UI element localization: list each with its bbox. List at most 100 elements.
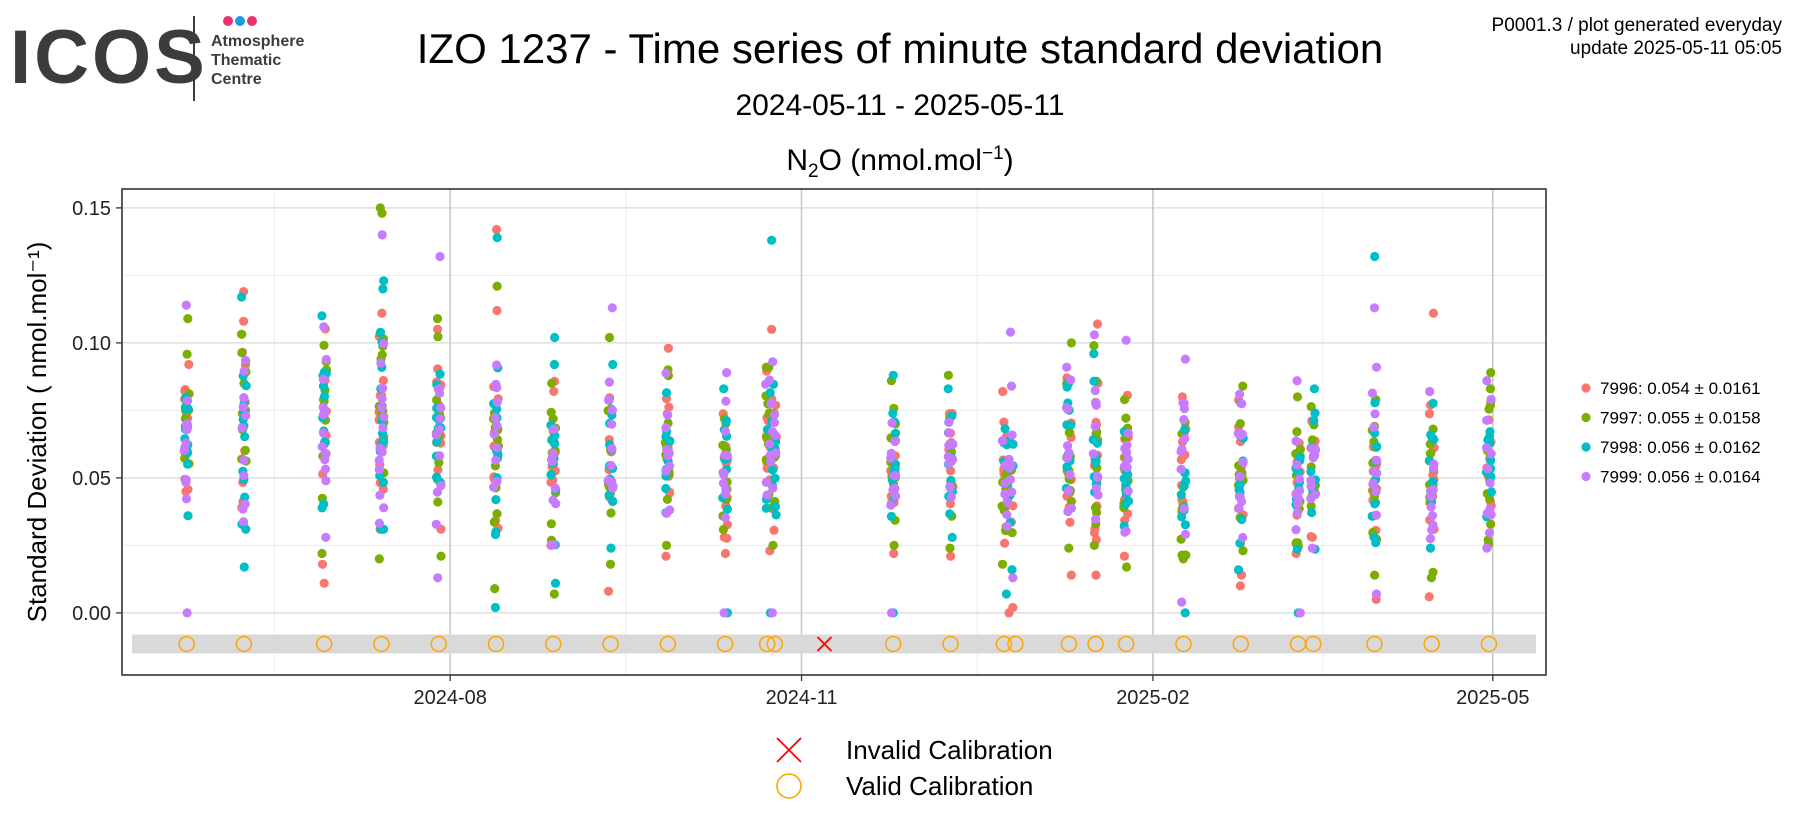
data-point-7999 [607, 405, 618, 415]
data-point-7996 [319, 578, 329, 588]
valid-calibration-marker [1007, 635, 1024, 653]
legend-valid-circle-icon [776, 773, 802, 799]
data-point-7999 [1088, 449, 1098, 459]
data-point-7997 [1306, 501, 1316, 511]
logo-subtitle-line: Centre [211, 71, 262, 88]
data-point-7999 [890, 483, 900, 493]
logo-subtitle-line: Thematic [211, 52, 282, 69]
data-point-7999 [321, 476, 331, 486]
valid-calibration-marker [487, 635, 505, 653]
valid-calibration-marker [1175, 635, 1192, 653]
y-tick-label: 0.05 [72, 468, 111, 490]
data-point-7996 [663, 343, 674, 353]
data-point-7999 [762, 490, 772, 500]
logo-dot [223, 16, 233, 26]
data-point-7996 [719, 532, 729, 542]
data-point-7998 [492, 404, 502, 414]
data-point-7999 [720, 512, 731, 523]
data-point-7997 [889, 540, 899, 551]
y-axis: 0.00 0.05 0.10 0.15 [72, 198, 122, 625]
data-point-7999 [764, 439, 775, 449]
data-point-7999 [661, 466, 671, 476]
data-point-7999 [1066, 375, 1076, 385]
data-point-7998 [890, 428, 901, 438]
data-point-7999 [436, 403, 446, 413]
data-point-7999 [239, 393, 249, 403]
data-point-7997 [1064, 427, 1074, 438]
data-point-7999 [1006, 381, 1017, 391]
data-point-7999 [1000, 478, 1010, 488]
plot-info: P0001.3 / plot generated everyday update… [1492, 14, 1782, 60]
data-point-7998 [1180, 520, 1190, 530]
data-point-7997 [761, 362, 771, 372]
data-point-7999 [1484, 528, 1495, 538]
data-point-7999 [318, 428, 328, 438]
chart-date-range: 2024-05-11 - 2025-05-11 [735, 89, 1065, 122]
data-point-7998 [378, 284, 388, 294]
data-point-7998 [1370, 251, 1380, 262]
species-superscript: −1 [981, 143, 1004, 164]
data-point-7999 [238, 517, 249, 527]
data-point-7998 [241, 381, 251, 391]
data-point-7999 [1291, 525, 1301, 535]
data-point-7999 [1425, 386, 1435, 397]
data-point-7999 [377, 394, 387, 404]
data-point-7999 [1235, 471, 1245, 481]
data-point-7998 [550, 438, 560, 448]
data-point-7996 [889, 548, 899, 559]
data-point-7999 [607, 444, 617, 454]
calibration-band [132, 634, 1536, 654]
data-point-7999 [547, 455, 557, 465]
data-point-7999 [1123, 454, 1133, 464]
legend-label-7999: 7999: 0.056 ± 0.0164 [1600, 468, 1761, 487]
data-point-7999 [720, 450, 730, 460]
data-point-7999 [318, 374, 328, 384]
data-point-7996 [184, 359, 194, 370]
data-point-7997 [1007, 528, 1017, 538]
data-point-7998 [546, 470, 556, 480]
data-point-7998 [1309, 384, 1319, 394]
valid-calibration-marker [1060, 635, 1078, 653]
data-point-7999 [1481, 443, 1492, 453]
data-point-7998 [765, 388, 775, 398]
data-point-7998 [237, 292, 247, 302]
data-point-7999 [769, 418, 780, 428]
data-point-7998 [662, 388, 672, 398]
data-point-7996 [317, 559, 328, 569]
data-point-7999 [719, 468, 729, 478]
data-point-7999 [1427, 510, 1438, 521]
data-point-7999 [182, 608, 192, 618]
data-point-7998 [491, 495, 501, 505]
data-point-7997 [1089, 341, 1099, 351]
calibration-legend-label: Valid Calibration [846, 771, 1033, 801]
data-point-7999 [721, 485, 731, 495]
data-point-7997 [489, 517, 499, 527]
data-point-7998 [432, 437, 442, 447]
data-point-7996 [1065, 517, 1075, 527]
data-point-7999 [886, 448, 896, 458]
data-point-7999 [1307, 443, 1317, 453]
data-point-7997 [240, 445, 250, 455]
data-point-7998 [1092, 438, 1102, 448]
data-point-7998 [550, 332, 560, 343]
calibration-legend: Invalid Calibration Valid Calibration [776, 735, 1053, 801]
data-point-7999 [1429, 459, 1439, 469]
legend-label-7997: 7997: 0.055 ± 0.0158 [1600, 409, 1761, 428]
data-point-7996 [1004, 608, 1014, 618]
data-point-7998 [1425, 543, 1436, 553]
data-point-7997 [182, 349, 192, 359]
data-point-7998 [240, 432, 250, 442]
x-tick-label: 2025-05 [1456, 687, 1529, 709]
data-point-7999 [1372, 455, 1382, 465]
data-point-7997 [492, 509, 502, 519]
legend-key-7997 [1581, 412, 1591, 423]
data-point-7997 [433, 497, 443, 507]
data-point-7997 [183, 314, 193, 324]
data-point-7998 [490, 602, 500, 613]
data-point-7998 [1486, 487, 1496, 497]
data-point-7999 [239, 470, 249, 481]
data-point-7997 [1370, 570, 1380, 580]
data-point-7996 [378, 375, 388, 386]
data-point-7997 [546, 407, 556, 417]
data-point-7999 [770, 430, 780, 440]
